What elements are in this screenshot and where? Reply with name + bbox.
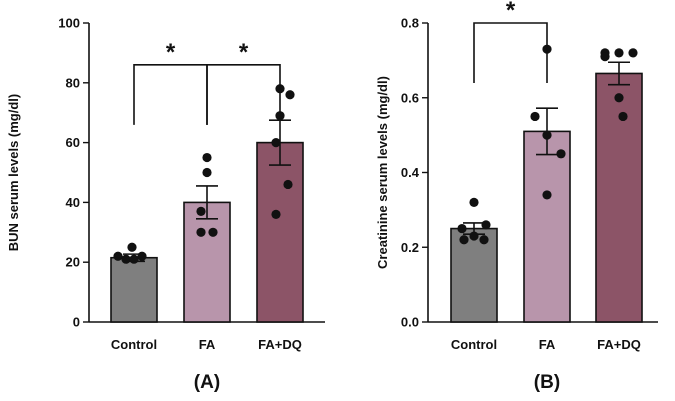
bar-control — [110, 256, 158, 323]
data-point — [121, 254, 131, 264]
y-tick-label: 100 — [58, 16, 80, 31]
data-point — [283, 179, 293, 190]
significance-star: * — [239, 39, 249, 66]
data-point — [208, 227, 218, 237]
y-tick-label: 0.2 — [401, 240, 419, 255]
y-tick-label: 0.4 — [401, 165, 420, 180]
data-point — [196, 227, 206, 237]
data-point — [457, 223, 467, 234]
data-point — [628, 48, 638, 58]
x-category-label: Control — [111, 337, 157, 352]
data-point — [530, 111, 540, 122]
data-point — [542, 190, 552, 200]
data-point — [556, 149, 566, 159]
data-point — [285, 90, 295, 100]
x-category-label: FA+DQ — [258, 337, 302, 352]
data-point — [127, 242, 137, 252]
significance-bracket — [206, 64, 281, 125]
data-point — [479, 235, 489, 245]
x-category-label: FA — [539, 337, 556, 352]
x-category-label: FA+DQ — [597, 337, 641, 352]
data-point — [481, 220, 491, 230]
panel-label: (A) — [194, 372, 220, 393]
y-tick-label: 0.0 — [401, 315, 419, 330]
data-point — [614, 48, 624, 58]
bar-fa — [523, 130, 571, 323]
significance-bracket — [133, 64, 208, 125]
chart-panel-b: 0.0 0.2 0.4 0.6 0.8 Creatinine serum levels (… — [375, 0, 658, 393]
data-point — [469, 197, 479, 207]
x-category-label: Control — [451, 337, 497, 352]
data-point — [271, 138, 281, 148]
data-point — [542, 130, 552, 140]
significance-star: * — [506, 0, 516, 24]
data-point — [469, 231, 479, 241]
y-tick-label: 20 — [66, 255, 80, 270]
y-tick-label: 80 — [66, 75, 80, 90]
significance-star: * — [166, 39, 176, 66]
data-point — [129, 254, 139, 264]
data-point — [614, 93, 624, 103]
data-point — [202, 152, 212, 163]
data-point — [202, 167, 212, 178]
data-point — [137, 251, 147, 261]
data-point — [600, 52, 610, 62]
y-tick-label: 0 — [73, 315, 80, 330]
x-category-label: FA — [199, 337, 216, 352]
data-point — [113, 251, 123, 261]
data-point — [459, 235, 469, 245]
significance-bracket — [473, 22, 548, 83]
data-point — [618, 111, 628, 122]
y-tick-label: 60 — [66, 135, 80, 150]
data-point — [271, 209, 281, 219]
data-point — [275, 111, 285, 121]
y-tick-label: 40 — [66, 195, 80, 210]
y-tick-label: 0.8 — [401, 16, 419, 31]
panel-label: (B) — [534, 372, 560, 393]
bar-fa — [183, 201, 231, 323]
bar-control — [450, 227, 498, 323]
chart-panel-a: 0 20 40 60 80 100 BUN serum levels (mg/dl) Cont… — [6, 16, 325, 393]
y-axis-label: Creatinine serum levels (mg/dl) — [375, 76, 390, 269]
bar-fa-dq — [256, 141, 304, 323]
data-point — [196, 206, 206, 216]
y-tick-label: 0.6 — [401, 90, 419, 105]
y-axis-label: BUN serum levels (mg/dl) — [6, 94, 21, 252]
bar-fa-dq — [595, 72, 643, 323]
